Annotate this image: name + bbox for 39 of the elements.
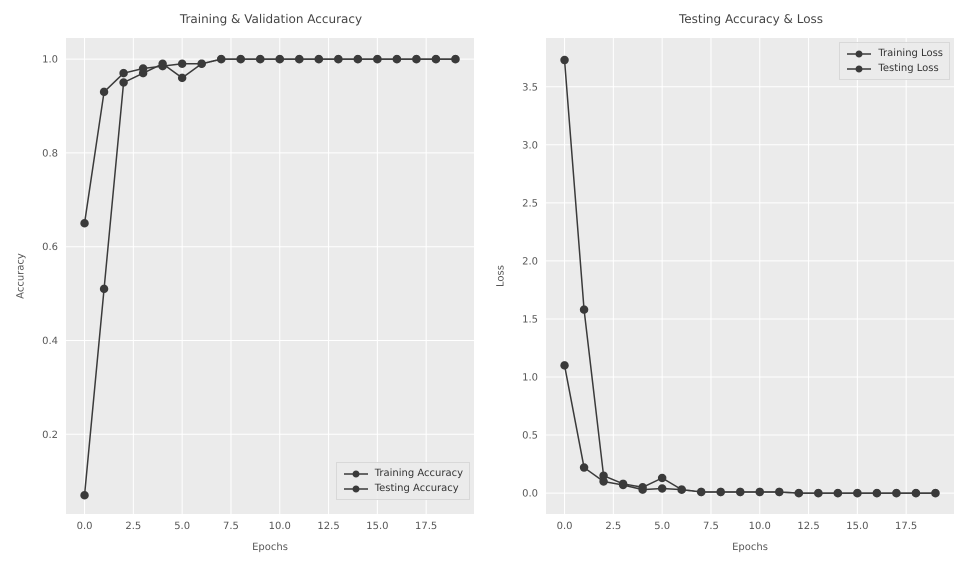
- x-tick-label: 15.0: [366, 521, 388, 532]
- x-axis-title: Epochs: [252, 542, 288, 553]
- x-tick-label: 7.5: [223, 521, 239, 532]
- legend-label: Training Loss: [878, 47, 943, 61]
- y-tick-label: 0.4: [42, 336, 58, 348]
- y-axis-title: Accuracy: [16, 253, 27, 299]
- y-tick-label: 0.8: [42, 148, 58, 160]
- x-tick-label: 2.5: [125, 521, 142, 532]
- x-tick-label: 0.0: [556, 521, 572, 532]
- y-tick-label: 0.2: [42, 430, 58, 441]
- y-tick-label: 3.0: [522, 140, 538, 152]
- y-tick-label: 0.0: [522, 488, 538, 500]
- y-tick-label: 3.5: [522, 82, 538, 94]
- x-tick-label: 10.0: [268, 521, 291, 532]
- x-tick-label: 5.0: [174, 521, 190, 532]
- y-tick-label: 0.5: [522, 430, 538, 442]
- legend-label: Training Accuracy: [374, 467, 463, 481]
- y-tick-label: 1.5: [522, 314, 538, 326]
- chart-title: Testing Accuracy & Loss: [678, 11, 824, 28]
- y-tick-label: 2.5: [522, 198, 538, 210]
- x-tick-label: 12.5: [317, 521, 340, 532]
- x-tick-label: 10.0: [748, 521, 771, 532]
- legend-label: Testing Loss: [878, 62, 939, 76]
- y-tick-label: 2.0: [522, 256, 538, 268]
- x-axis-title: Epochs: [732, 542, 768, 553]
- x-tick-label: 7.5: [703, 521, 719, 532]
- y-tick-label: 0.6: [42, 242, 58, 254]
- legend-label: Testing Accuracy: [374, 482, 459, 496]
- x-tick-label: 0.0: [76, 521, 92, 532]
- x-tick-label: 15.0: [846, 521, 868, 532]
- x-tick-label: 2.5: [605, 521, 622, 532]
- x-tick-label: 17.5: [415, 521, 438, 532]
- x-tick-label: 12.5: [797, 521, 820, 532]
- x-tick-label: 17.5: [895, 521, 918, 532]
- y-tick-label: 1.0: [522, 372, 538, 384]
- chart-title: Training & Validation Accuracy: [178, 11, 364, 28]
- y-tick-label: 1.0: [42, 54, 58, 66]
- y-axis-title: Loss: [496, 265, 507, 287]
- x-tick-label: 5.0: [654, 521, 670, 532]
